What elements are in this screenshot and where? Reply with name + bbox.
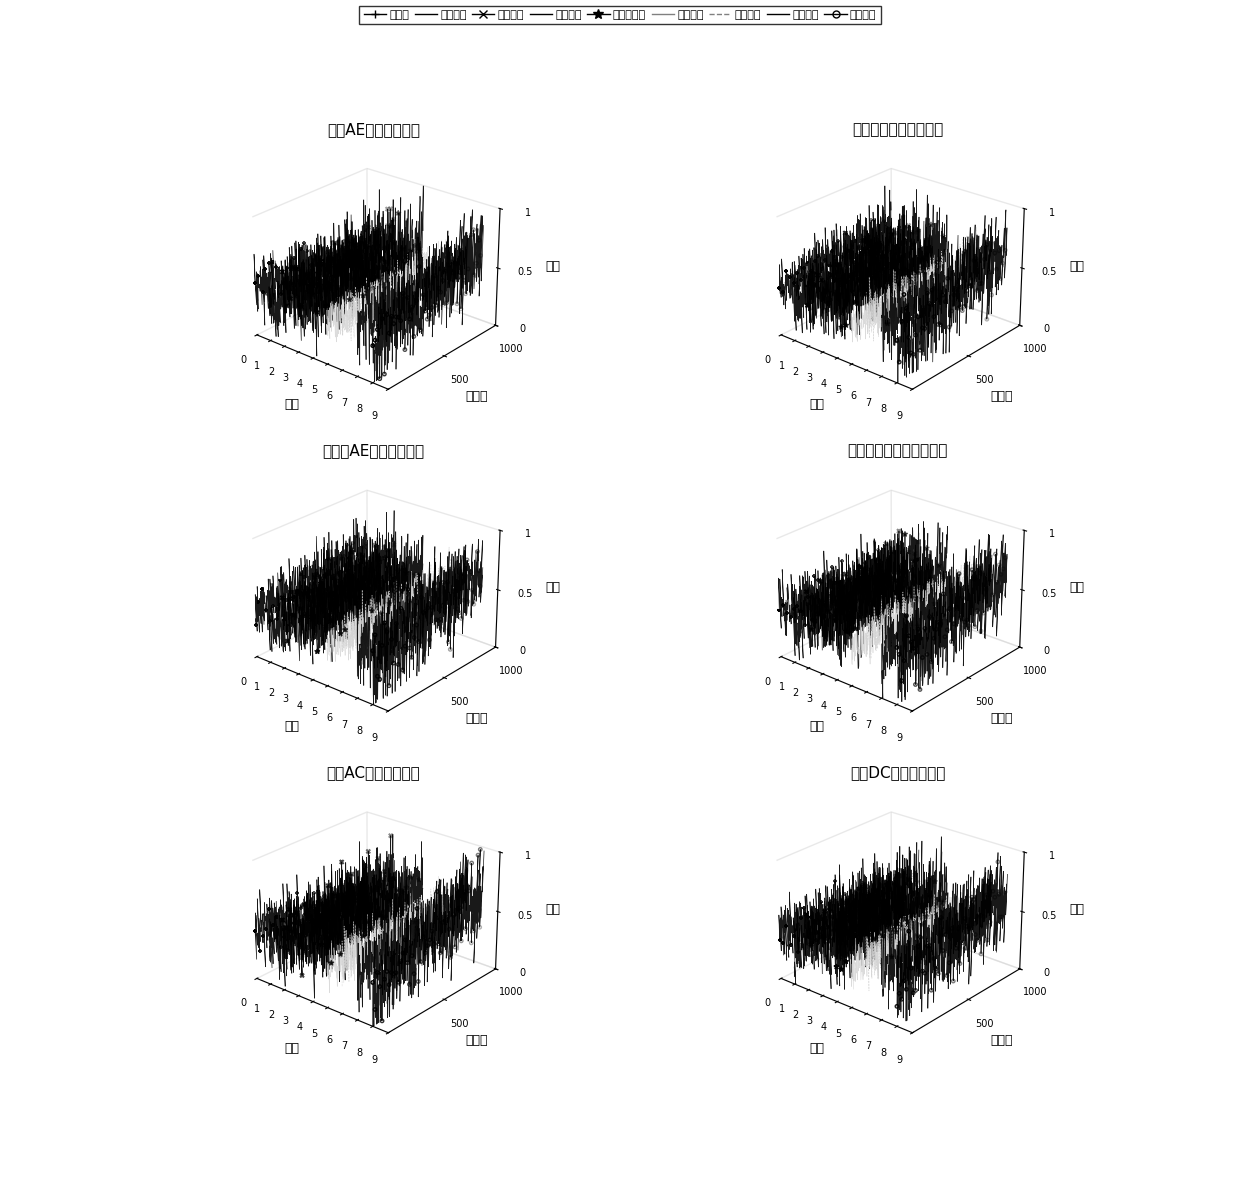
X-axis label: 特征: 特征: [285, 398, 300, 411]
Title: 主轴AE信号时域特征: 主轴AE信号时域特征: [327, 122, 420, 136]
Title: 工作台振动信号时域特征: 工作台振动信号时域特征: [847, 444, 947, 458]
X-axis label: 特征: 特征: [808, 398, 823, 411]
Y-axis label: 采样点: 采样点: [990, 712, 1012, 725]
Title: 主轴振动信号时域特征: 主轴振动信号时域特征: [852, 122, 944, 136]
Y-axis label: 采样点: 采样点: [466, 712, 489, 725]
Title: 主轴DC信号时域特征: 主轴DC信号时域特征: [849, 765, 945, 780]
X-axis label: 特征: 特征: [285, 1042, 300, 1055]
Y-axis label: 采样点: 采样点: [990, 1034, 1012, 1047]
Title: 工作台AE信号时域特征: 工作台AE信号时域特征: [322, 444, 424, 458]
Legend: 平均値, 均方差値, 方根幅値, 均方根値, 最大绝对値, 歪度指标, 峰度指标, 峰値因子, 裕度因子: 平均値, 均方差値, 方根幅値, 均方根値, 最大绝对値, 歪度指标, 峰度指标…: [360, 6, 880, 25]
Y-axis label: 采样点: 采样点: [990, 391, 1012, 404]
Y-axis label: 采样点: 采样点: [466, 1034, 489, 1047]
X-axis label: 特征: 特征: [808, 1042, 823, 1055]
X-axis label: 特征: 特征: [285, 720, 300, 733]
Y-axis label: 采样点: 采样点: [466, 391, 489, 404]
Title: 主轴AC信号时域特征: 主轴AC信号时域特征: [326, 765, 420, 780]
X-axis label: 特征: 特征: [808, 720, 823, 733]
